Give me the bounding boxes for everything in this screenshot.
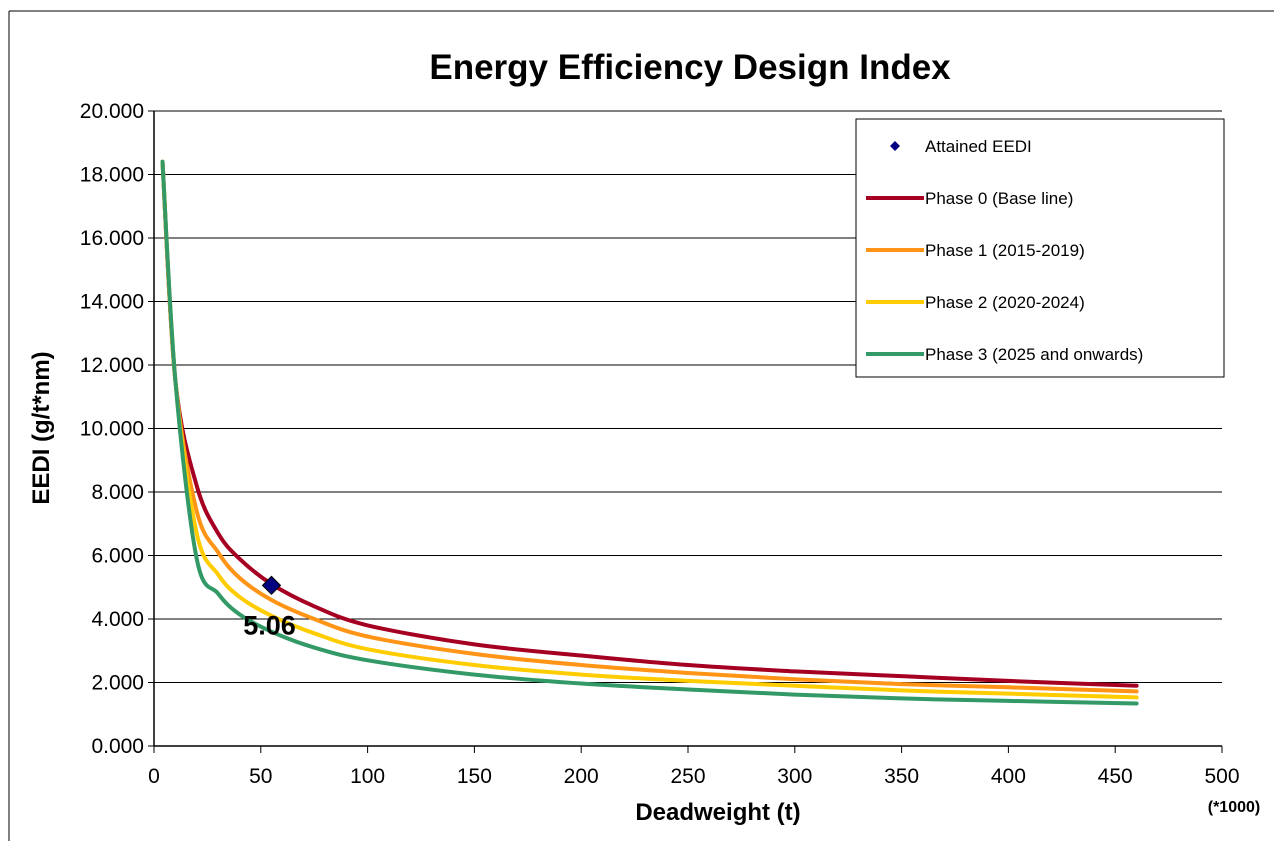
y-tick-label: 18.000 (80, 164, 144, 187)
y-tick-label: 0.000 (91, 735, 144, 758)
x-tick-label: 150 (457, 765, 492, 788)
x-tick-label: 100 (350, 765, 385, 788)
series-line-phase-0 (160, 159, 1139, 688)
x-axis-ticks: 0 50 100 150 200 250 300 350 400 450 500 (148, 746, 1240, 788)
legend-entry-label: Attained EEDI (925, 137, 1032, 156)
x-tick-label: 50 (249, 765, 272, 788)
series-line-phase-1 (160, 159, 1139, 694)
attained-eedi-data-label: 5.06 (243, 610, 296, 640)
legend: Attained EEDI Phase 0 (Base line) Phase 1 … (855, 118, 1225, 378)
legend-entry-label: Phase 1 (2015-2019) (925, 241, 1085, 260)
x-tick-label: 500 (1204, 765, 1239, 788)
chart-title: Energy Efficiency Design Index (429, 48, 951, 87)
attained-points: 5.06 (243, 575, 296, 640)
x-tick-label: 0 (148, 765, 160, 788)
x-tick-label: 250 (670, 765, 705, 788)
x-tick-label: 300 (777, 765, 812, 788)
y-axis-ticks: 0.000 2.000 4.000 6.000 8.000 10.000 12.000 14.… (80, 100, 154, 758)
y-tick-label: 8.000 (91, 481, 144, 504)
x-tick-label: 200 (564, 765, 599, 788)
y-tick-label: 12.000 (80, 354, 144, 377)
y-axis-label: EEDI (g/t*nm) (28, 351, 55, 504)
x-tick-label: 450 (1098, 765, 1133, 788)
series-line-phase-3 (160, 159, 1139, 706)
x-axis-label: Deadweight (t) (635, 799, 800, 826)
y-tick-label: 10.000 (80, 418, 144, 441)
legend-entry-label: Phase 2 (2020-2024) (925, 293, 1085, 312)
x-tick-label: 350 (884, 765, 919, 788)
y-tick-label: 20.000 (80, 100, 144, 123)
legend-entry-label: Phase 3 (2025 and onwards) (925, 345, 1143, 364)
series-lines (160, 159, 1139, 706)
x-axis-unit-note: (*1000) (1208, 799, 1260, 816)
y-tick-label: 14.000 (80, 291, 144, 314)
attained-eedi-point (261, 575, 282, 596)
series-line-phase-2 (160, 159, 1139, 700)
y-tick-label: 6.000 (91, 545, 144, 568)
y-tick-label: 2.000 (91, 672, 144, 695)
legend-marker-attained-eedi (890, 141, 900, 151)
legend-entry-label: Phase 0 (Base line) (925, 189, 1073, 208)
y-tick-label: 4.000 (91, 608, 144, 631)
x-tick-label: 400 (991, 765, 1026, 788)
y-tick-label: 16.000 (80, 227, 144, 250)
